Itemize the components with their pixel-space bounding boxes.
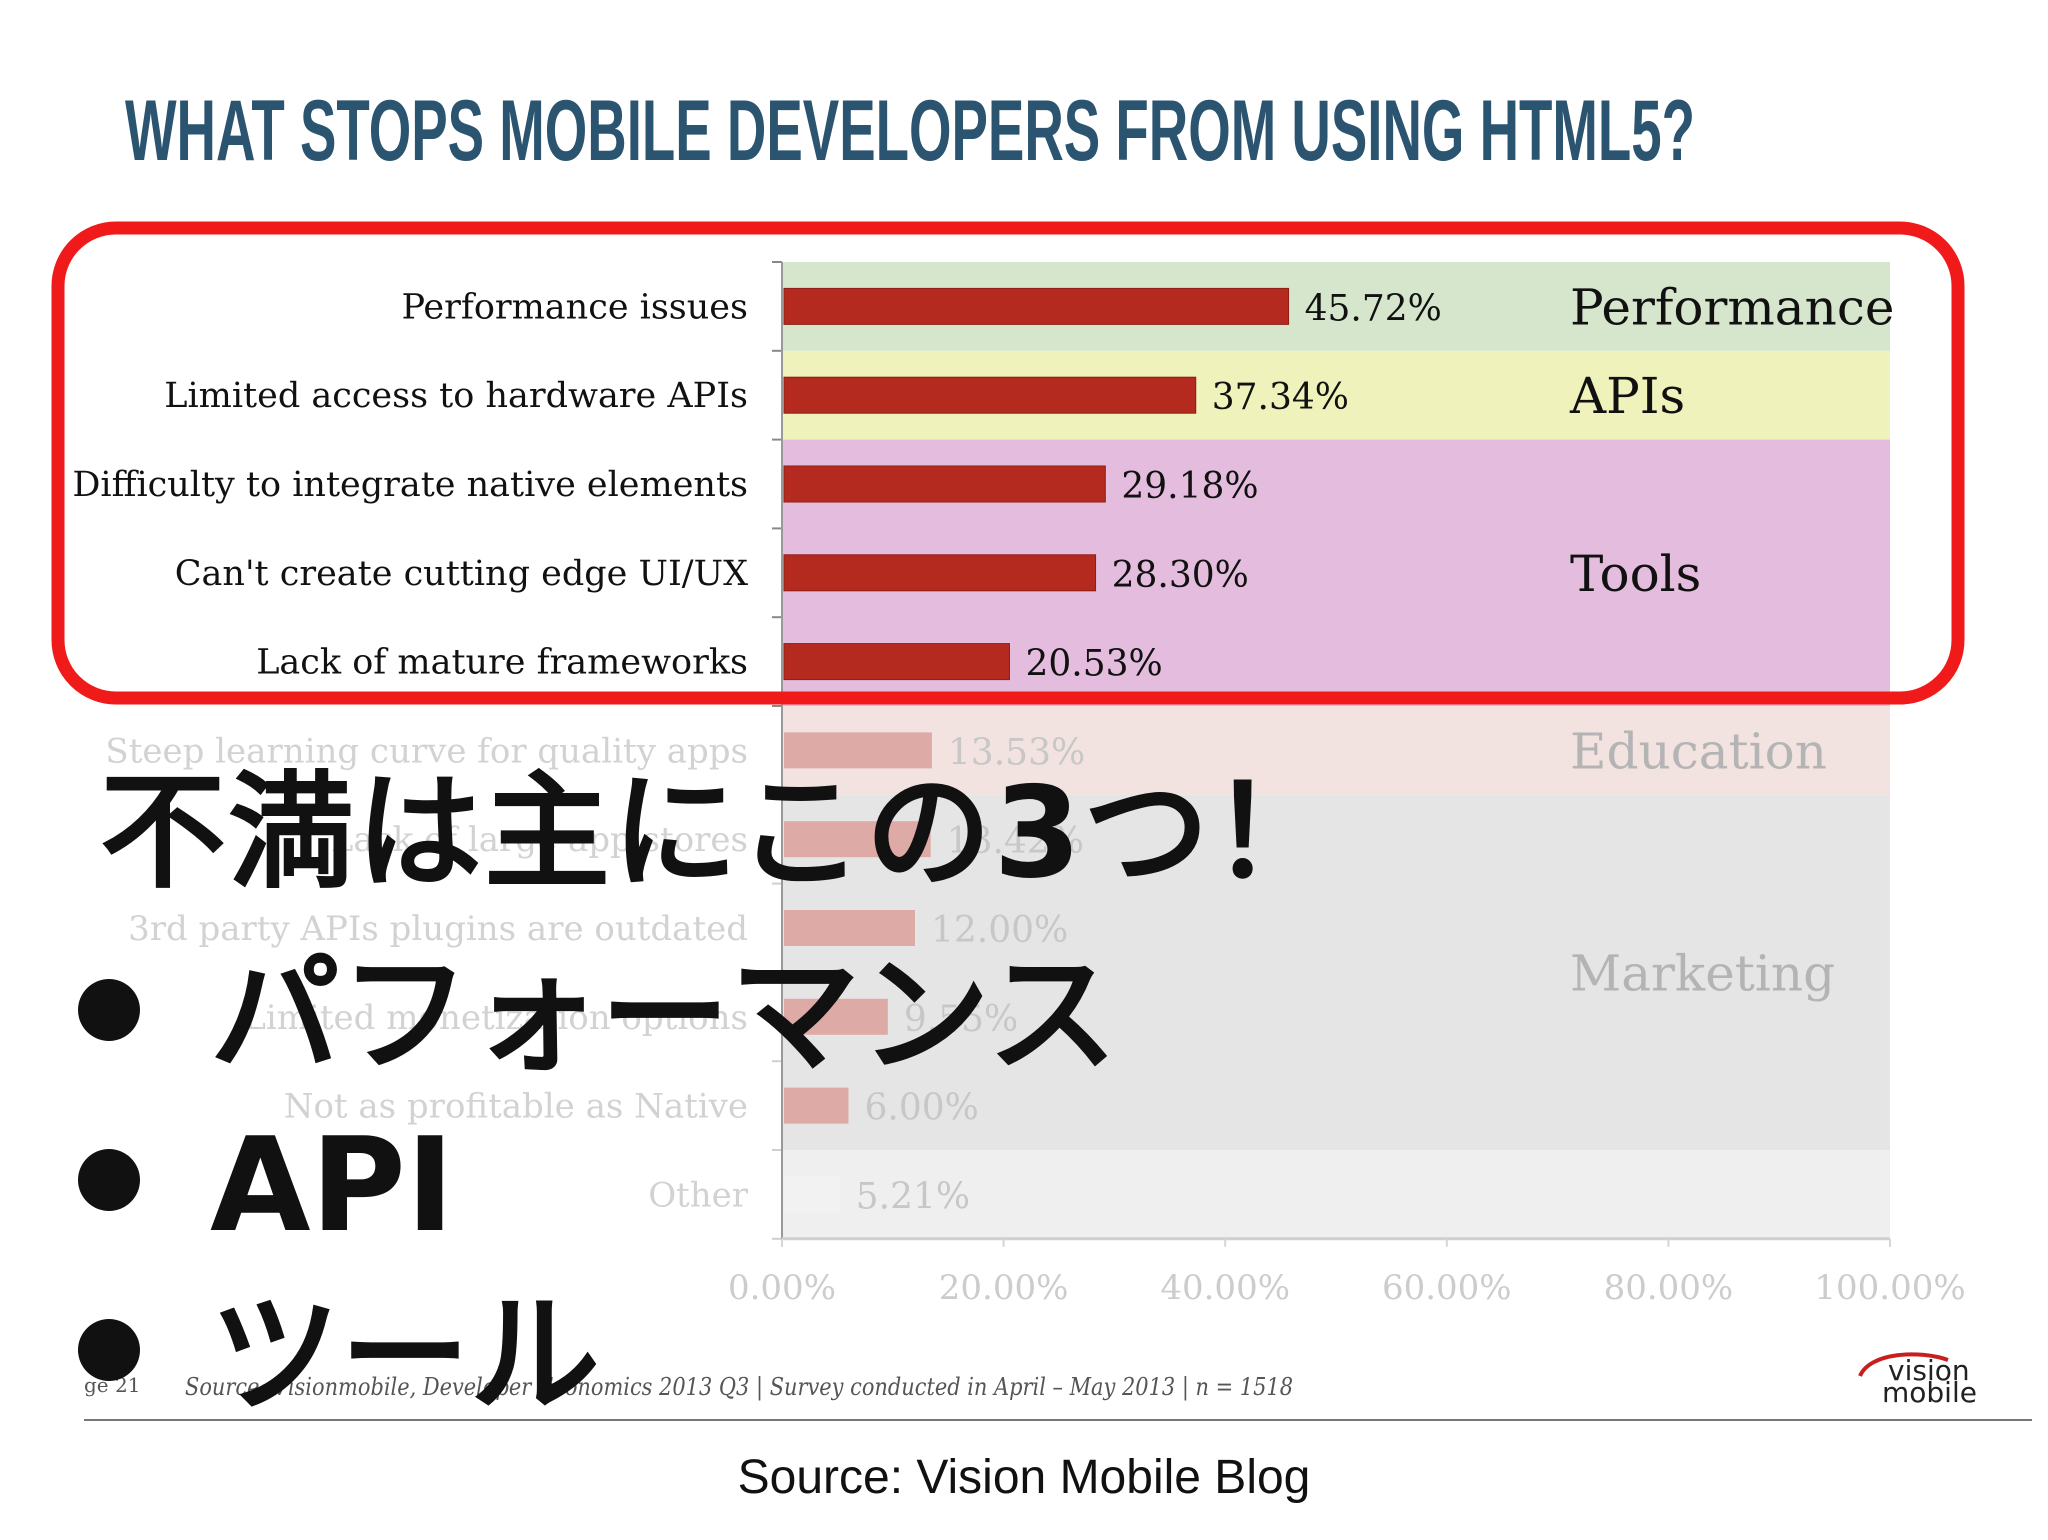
value-label: 20.53%	[1025, 644, 1162, 685]
group-band	[782, 1150, 1890, 1239]
value-label: 9.55%	[904, 999, 1018, 1040]
value-label: 13.53%	[948, 732, 1085, 773]
group-band	[782, 794, 1890, 1150]
bar	[784, 732, 932, 769]
value-label: 5.21%	[856, 1176, 970, 1217]
category-label: Not as profitable as Native	[284, 1087, 748, 1127]
x-tick-label: 100.00%	[1814, 1268, 1965, 1308]
value-label: 37.34%	[1212, 377, 1349, 418]
x-tick-label: 0.00%	[728, 1268, 836, 1308]
group-band	[782, 706, 1890, 795]
category-label: Performance issues	[401, 287, 748, 327]
category-label: Limited monetization options	[243, 998, 748, 1038]
group-label: Marketing	[1570, 944, 1835, 1002]
category-label: Steep learning curve for quality apps	[105, 731, 748, 771]
slide-title: WHAT STOPS MOBILE DEVELOPERS FROM USING …	[125, 83, 1695, 179]
x-tick-label: 60.00%	[1382, 1268, 1512, 1308]
category-label: Other	[648, 1175, 749, 1215]
logo-swoosh	[1858, 1352, 1949, 1377]
logo-text-top: vision	[1888, 1354, 1970, 1387]
bar	[784, 821, 931, 858]
category-label: 3rd party APIs plugins are outdated	[128, 909, 748, 949]
group-label: Tools	[1570, 545, 1701, 603]
value-label: 6.00%	[864, 1088, 978, 1129]
x-tick-label: 20.00%	[939, 1268, 1069, 1308]
group-label: Education	[1570, 722, 1827, 780]
category-label: Lack of large app stores	[331, 820, 748, 860]
x-tick-label: 40.00%	[1160, 1268, 1290, 1308]
axes: 0.00% 20.00% 40.00% 60.00% 80.00% 100.00%	[728, 261, 1966, 1308]
bar	[783, 643, 1010, 681]
bar	[784, 998, 888, 1035]
bar	[783, 376, 1197, 414]
x-tick-label: 80.00%	[1604, 1268, 1734, 1308]
highlight-frame	[51, 221, 1965, 705]
value-label: 29.18%	[1121, 466, 1258, 507]
category-label: Can't create cutting edge UI/UX	[175, 554, 748, 594]
page-number: ge 21	[84, 1373, 140, 1397]
value-label: 13.42%	[947, 821, 1084, 862]
bar	[783, 554, 1097, 592]
bar	[783, 287, 1290, 325]
citation: Source: Visionmobile, Developer Economic…	[185, 1373, 1293, 1402]
category-label: Lack of mature frameworks	[256, 643, 748, 683]
bars: 45.72% Performance issues 37.34% Limited ac…	[72, 287, 1442, 1217]
bar	[784, 1087, 849, 1124]
category-label: Difficulty to integrate native elements	[72, 465, 748, 505]
bar	[783, 465, 1106, 503]
value-label: 12.00%	[931, 910, 1068, 951]
logo-text-bottom: mobile	[1882, 1376, 1977, 1409]
value-label: 28.30%	[1112, 555, 1249, 596]
group-label: Performance	[1570, 278, 1894, 336]
group-label: APIs	[1569, 367, 1685, 425]
bar	[784, 910, 915, 946]
bar	[784, 1176, 840, 1213]
value-label: 45.72%	[1305, 288, 1442, 329]
category-label: Limited access to hardware APIs	[164, 376, 748, 416]
